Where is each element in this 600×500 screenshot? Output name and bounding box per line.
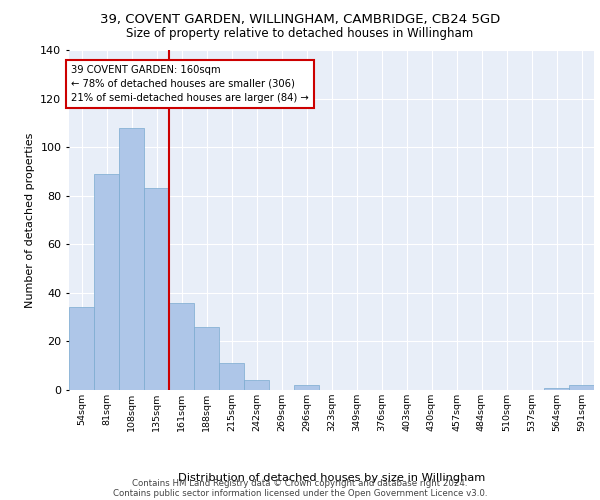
Bar: [544, 388, 569, 390]
Bar: [294, 385, 319, 390]
Bar: [144, 188, 169, 390]
Text: Contains public sector information licensed under the Open Government Licence v3: Contains public sector information licen…: [113, 488, 487, 498]
Bar: [69, 308, 94, 390]
Text: Contains HM Land Registry data © Crown copyright and database right 2024.: Contains HM Land Registry data © Crown c…: [132, 478, 468, 488]
Bar: [219, 364, 244, 390]
Bar: [569, 385, 594, 390]
Bar: [169, 302, 194, 390]
X-axis label: Distribution of detached houses by size in Willingham: Distribution of detached houses by size …: [178, 473, 485, 483]
Bar: [94, 174, 119, 390]
Bar: [119, 128, 144, 390]
Bar: [194, 327, 219, 390]
Y-axis label: Number of detached properties: Number of detached properties: [25, 132, 35, 308]
Text: Size of property relative to detached houses in Willingham: Size of property relative to detached ho…: [127, 28, 473, 40]
Bar: [244, 380, 269, 390]
Text: 39, COVENT GARDEN, WILLINGHAM, CAMBRIDGE, CB24 5GD: 39, COVENT GARDEN, WILLINGHAM, CAMBRIDGE…: [100, 12, 500, 26]
Text: 39 COVENT GARDEN: 160sqm
← 78% of detached houses are smaller (306)
21% of semi-: 39 COVENT GARDEN: 160sqm ← 78% of detach…: [71, 64, 309, 102]
